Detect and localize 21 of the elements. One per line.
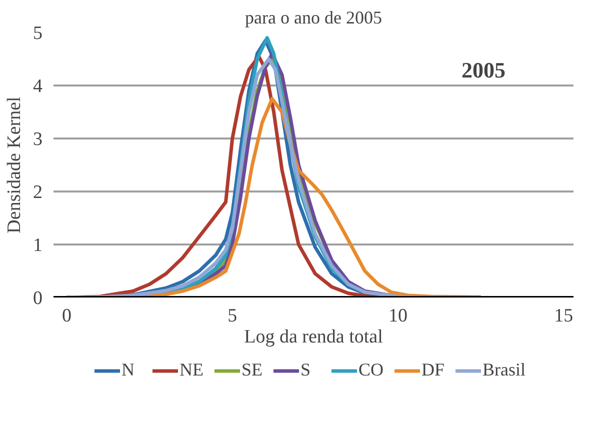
chart-title: para o ano de 2005 [245,8,382,28]
legend-label: Brasil [482,360,526,380]
x-axis-title: Log da renda total [244,326,383,348]
annotation: 2005 [462,58,506,82]
x-tick-label: 15 [554,306,574,326]
legend-label: CO [358,360,384,380]
legend-label: SE [241,360,262,380]
legend-label: S [300,360,312,380]
legend-label: DF [422,360,445,380]
y-tick-label: 5 [33,23,42,44]
legend-label: NE [179,360,204,380]
legend-label: N [121,360,136,380]
y-tick-label: 0 [33,288,42,309]
x-tick-label: 5 [228,306,238,326]
y-tick-label: 4 [33,76,43,97]
y-tick-label: 2 [33,182,42,203]
y-axis-title: Densidade Kernel [4,96,25,234]
x-tick-label: 0 [62,306,72,326]
y-tick-label: 3 [33,129,42,150]
x-tick-label: 10 [388,306,408,326]
y-tick-label: 1 [33,235,42,256]
